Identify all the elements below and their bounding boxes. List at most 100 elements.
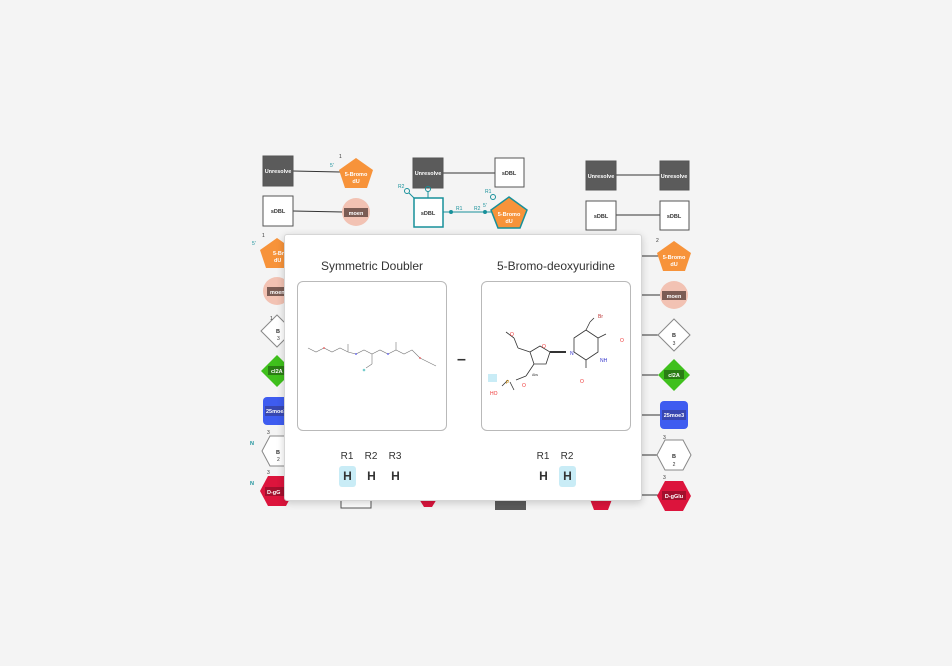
monomer-label: Unresolve (588, 174, 615, 180)
bromo-du-monomer[interactable] (339, 158, 373, 188)
monomer-label: dU (274, 258, 281, 264)
left-monomer-title: Symmetric Doubler (320, 259, 424, 273)
index-label: 1 (270, 316, 273, 322)
monomer-label: 25moe3 (266, 409, 287, 415)
unresolved-monomer[interactable] (659, 160, 690, 191)
symmetric-doubler-structure (307, 342, 437, 372)
rgroup-label: R2 (364, 451, 378, 462)
sdbl-monomer-selected[interactable] (413, 197, 444, 228)
bromo-du-monomer[interactable] (657, 241, 691, 271)
monomer-label: D-gG (267, 490, 280, 496)
sdbl-monomer[interactable] (659, 200, 690, 231)
bromo-deoxyuridine-structure: Br O O O O O N NH P HO Abs (488, 314, 624, 397)
monomer-label: dU (670, 262, 677, 268)
atom-label: HO (490, 391, 498, 397)
connection-preview-popup: Symmetric Doubler 5-Bromo-deoxyuridine – (284, 234, 642, 501)
rgroup-label: R2 (560, 451, 574, 462)
rgroup-value-selected[interactable]: H (559, 466, 576, 487)
monomer-label: D-gGlu (665, 494, 683, 500)
monomer-label: sDBL (594, 214, 609, 220)
rgroup-value[interactable]: H (391, 469, 400, 483)
monomer-label: B (276, 329, 280, 335)
index-label: 3 (663, 475, 666, 481)
sdbl-monomer[interactable] (262, 195, 294, 227)
sdbl-monomer[interactable] (585, 200, 617, 231)
rgroup-value[interactable]: H (367, 469, 376, 483)
atom-label: P (506, 380, 510, 386)
atom-label: O (510, 332, 514, 338)
monomer-label: 5-Bromo (663, 255, 686, 261)
monomer-label: 5-Bromo (498, 212, 521, 218)
right-monomer-title: 5-Bromo-deoxyuridine (496, 259, 616, 273)
atom-label: O (542, 344, 546, 350)
col3-rows: 5-Bromo dU 2 moen B 3 cl2A 25moe3 B 2 3 … (588, 238, 692, 511)
monomer-label: Unresolve (415, 171, 442, 177)
rgroup-label: R1 (340, 451, 354, 462)
index-label: 1 (339, 154, 342, 160)
rgroup-label: R1 (536, 451, 550, 462)
monomer-label: dU (505, 219, 512, 225)
base-monomer[interactable] (657, 318, 691, 352)
col1-row1: Unresolve 5-Bromo dU 1 5' (262, 154, 373, 188)
index-label: 2 (656, 238, 659, 244)
rgroup-label: R1 (485, 189, 492, 195)
unresolved-monomer[interactable] (262, 155, 294, 187)
atom-label: NH (600, 358, 608, 364)
five-prime-label: 5' (252, 241, 256, 247)
index-label: 3 (663, 435, 666, 441)
n-terminus-label: N (250, 481, 254, 487)
atom-label: O (522, 383, 526, 389)
monomer-label: sDBL (667, 214, 682, 220)
col3-row2: sDBL sDBL (585, 200, 690, 231)
monomer-label: cl2A (271, 369, 283, 375)
index-label: 3 (673, 341, 676, 347)
rgroup-label: R2 (474, 206, 481, 212)
index-label: 1 (262, 233, 265, 239)
monomer-label: moen (667, 294, 682, 300)
monomer-label: cl2A (668, 373, 680, 379)
five-prime-label: 5' (330, 163, 334, 169)
base-monomer[interactable] (656, 439, 692, 471)
monomer-label: sDBL (421, 211, 436, 217)
rgroup-value-selected[interactable]: H (339, 466, 356, 487)
unresolved-monomer[interactable] (585, 160, 617, 191)
col1-row2: sDBL moen (262, 195, 370, 227)
index-label: 3 (267, 470, 270, 476)
n-terminus-label: N (250, 441, 254, 447)
monomer-label: 25moe3 (664, 413, 685, 419)
monomer-label: 5-Bro (273, 251, 288, 257)
atom-label: Br (598, 314, 603, 320)
rgroup-label: R1 (456, 206, 463, 212)
index-label: 3 (267, 430, 270, 436)
sdbl-monomer[interactable] (494, 157, 525, 188)
monomer-label: moen (270, 290, 285, 296)
col2-row1: Unresolve sDBL (412, 157, 525, 189)
monomer-label: sDBL (502, 171, 517, 177)
index-label: 3 (277, 336, 280, 342)
five-prime-label: 5' (483, 203, 487, 209)
monomer-label: B (672, 454, 676, 460)
index-label: 2 (277, 457, 280, 463)
rgroup-label: R3 (388, 451, 402, 462)
monomer-label: 5-Bromo (345, 172, 368, 178)
index-label: 2 (673, 462, 676, 468)
rgroup-value[interactable]: H (539, 469, 548, 483)
col3-row1: Unresolve Unresolve (585, 160, 690, 191)
bromo-du-monomer-selected[interactable] (490, 196, 528, 229)
monomer-label: B (672, 333, 676, 339)
connection-dash: – (457, 351, 466, 368)
rgroup-label: R2 (398, 184, 405, 190)
right-structure-box[interactable]: Br O O O O O N NH P HO Abs (481, 281, 631, 431)
monomer-label: sDBL (271, 209, 286, 215)
left-structure-box[interactable] (297, 281, 447, 431)
stereo-label: Abs (532, 373, 538, 377)
atom-label: O (620, 338, 624, 344)
atom-label: N (570, 351, 574, 357)
unresolved-monomer[interactable] (412, 157, 444, 189)
monomer-label: B (276, 450, 280, 456)
monomer-label: dU (352, 179, 359, 185)
atom-label: O (580, 379, 584, 385)
col2-row2: sDBL R1 R2 R2 R1 5' 5-Bromo dU (398, 184, 528, 229)
monomer-label: moen (349, 211, 364, 217)
monomer-label: Unresolve (661, 174, 688, 180)
